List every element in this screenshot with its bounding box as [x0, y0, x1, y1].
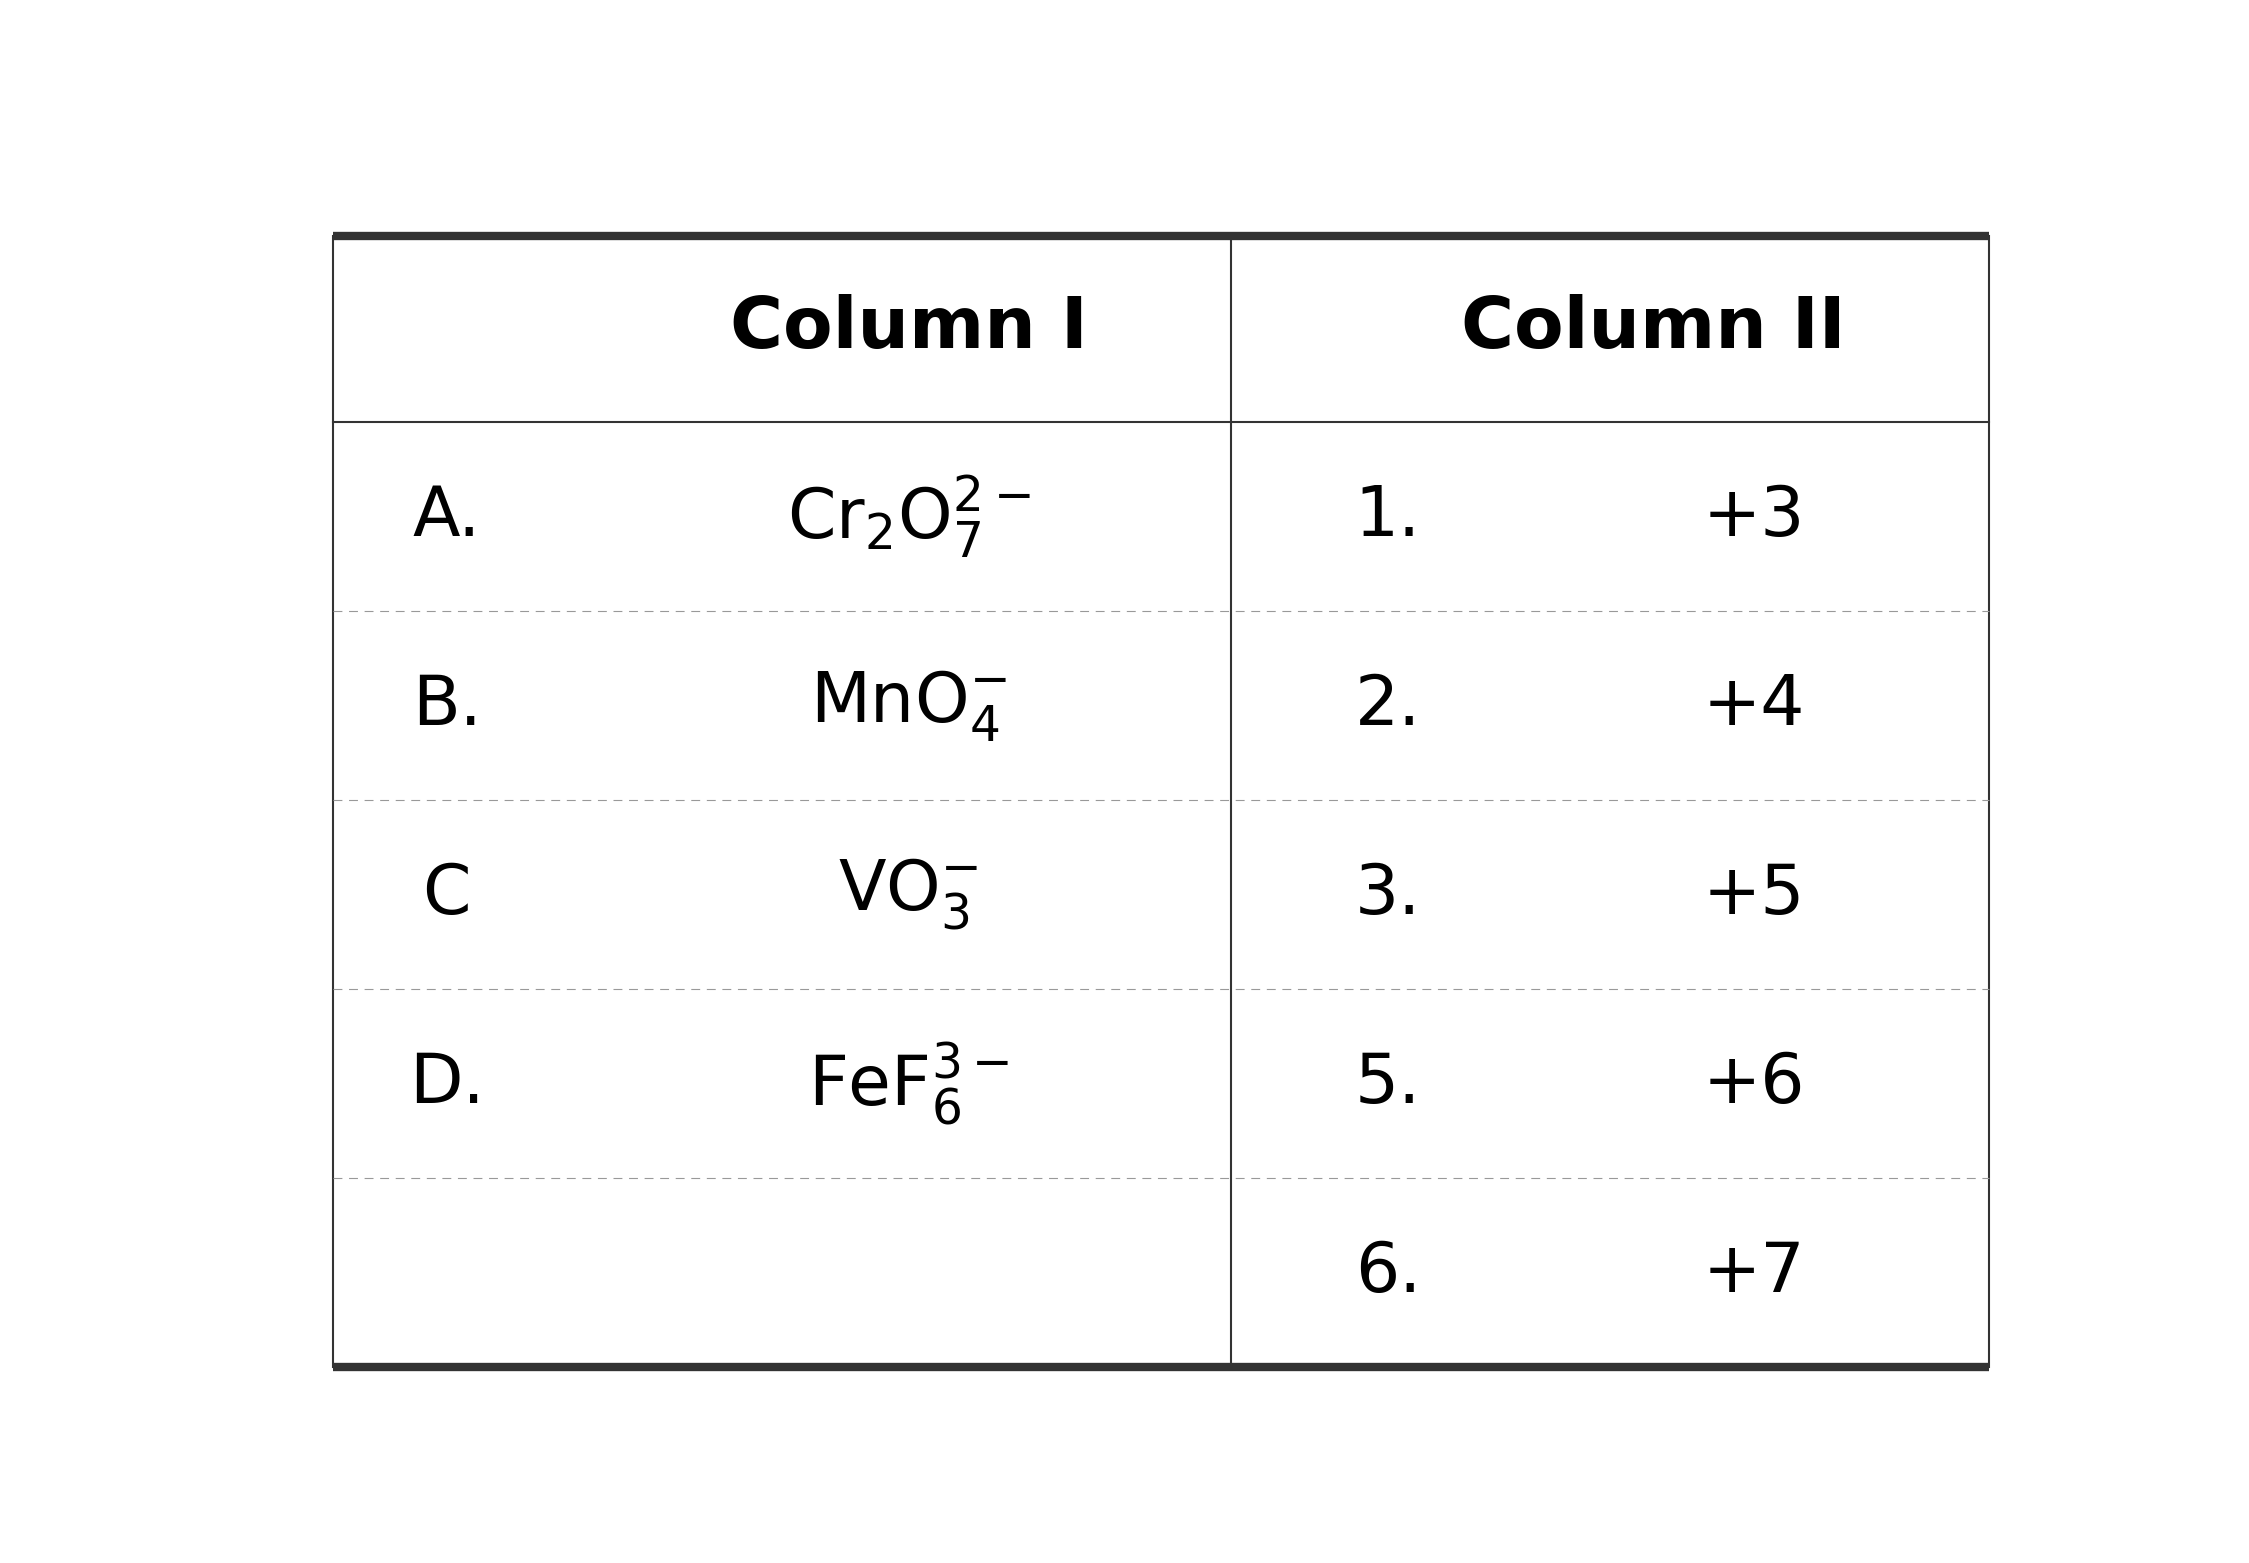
Text: 5.: 5. — [1354, 1050, 1421, 1118]
Text: C: C — [423, 861, 470, 928]
Text: $\mathsf{MnO_4^{-}}$: $\mathsf{MnO_4^{-}}$ — [810, 667, 1008, 742]
Text: +5: +5 — [1702, 861, 1806, 928]
Text: $\mathsf{Cr_2O_7^{2-}}$: $\mathsf{Cr_2O_7^{2-}}$ — [787, 474, 1030, 560]
Text: Column II: Column II — [1462, 294, 1846, 364]
Text: Column I: Column I — [729, 294, 1089, 364]
Text: $\mathsf{FeF_6^{3-}}$: $\mathsf{FeF_6^{3-}}$ — [807, 1041, 1010, 1127]
Text: $\mathsf{VO_3^{-}}$: $\mathsf{VO_3^{-}}$ — [839, 857, 978, 932]
Text: 2.: 2. — [1354, 672, 1421, 739]
Text: +3: +3 — [1702, 483, 1806, 550]
Text: 1.: 1. — [1354, 483, 1421, 550]
Text: +4: +4 — [1702, 672, 1806, 739]
Text: D.: D. — [409, 1050, 484, 1118]
Text: +6: +6 — [1702, 1050, 1806, 1118]
Text: B.: B. — [412, 672, 481, 739]
Text: 3.: 3. — [1354, 861, 1421, 928]
Text: A.: A. — [412, 483, 481, 550]
Text: 6.: 6. — [1354, 1239, 1421, 1307]
Text: +7: +7 — [1702, 1239, 1806, 1307]
